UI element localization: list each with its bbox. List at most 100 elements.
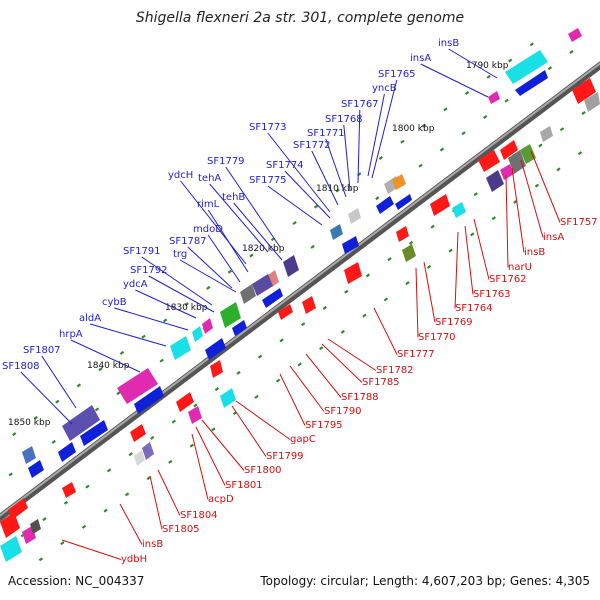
gene-label: SF1790	[324, 406, 362, 417]
gene-block	[0, 536, 22, 562]
tick-mark	[81, 524, 87, 529]
tick-mark	[439, 147, 445, 152]
tick-mark	[408, 240, 414, 245]
tick-mark	[581, 111, 586, 115]
tick-mark	[461, 131, 466, 136]
leader-line	[41, 355, 77, 409]
gene-block	[142, 442, 154, 460]
gene-label: yncB	[372, 83, 397, 94]
gene-label: insA	[543, 232, 564, 243]
tick-mark	[119, 350, 125, 355]
kbp-label: 1820 kbp	[242, 244, 285, 254]
gene-label: SF1762	[489, 274, 527, 285]
reverse-features	[0, 78, 600, 562]
leader-line	[119, 503, 143, 545]
leader-line	[305, 353, 342, 398]
tick-mark	[365, 273, 371, 278]
tick-mark	[421, 123, 427, 128]
tick-mark	[559, 127, 565, 132]
gene-arrow	[515, 70, 548, 96]
gene-arrow	[342, 236, 359, 254]
leader-line	[423, 261, 436, 323]
tick-mark	[310, 244, 315, 249]
tick-mark	[297, 362, 302, 367]
tick-mark	[529, 42, 534, 47]
leader-line	[325, 138, 347, 198]
gene-label: SF1777	[397, 349, 435, 360]
tick-mark	[98, 367, 103, 372]
backbone-highlight	[0, 62, 600, 517]
gene-arrow	[278, 304, 293, 320]
gene-label: SF1787	[169, 236, 207, 247]
gene-label: SF1775	[249, 175, 287, 186]
leader-line	[284, 170, 331, 219]
leader-line	[114, 307, 189, 331]
gene-label: SF1773	[249, 122, 287, 133]
gene-label: narU	[508, 262, 532, 273]
gene-block	[330, 224, 343, 240]
leader-line	[207, 209, 249, 273]
gene-block	[505, 50, 548, 84]
tick-mark	[448, 248, 453, 253]
gene-label: acpD	[208, 494, 234, 505]
tick-mark	[55, 399, 60, 404]
leader-line	[191, 433, 209, 500]
tick-mark	[150, 435, 155, 440]
tick-mark	[470, 232, 475, 237]
gene-block	[500, 164, 514, 180]
gene-arrow	[396, 226, 409, 242]
gene-block	[478, 150, 500, 172]
leader-line	[157, 469, 181, 516]
gene-block	[134, 450, 145, 466]
gene-label: SF1764	[455, 303, 493, 314]
tick-mark	[163, 318, 168, 323]
gene-label: aldA	[79, 313, 101, 324]
gene-label: SF1757	[560, 217, 598, 228]
leader-line	[511, 167, 525, 253]
gene-block	[486, 170, 504, 192]
gene-label: mdoD	[193, 224, 223, 235]
gene-block	[30, 519, 41, 534]
genome-backbone	[0, 61, 600, 522]
leader-line	[454, 231, 459, 309]
leader-line	[415, 267, 419, 338]
tick-mark	[193, 403, 198, 408]
gene-block	[348, 208, 361, 224]
kbp-label: 1800 kbp	[392, 124, 435, 134]
accession-text: Accession: NC_004337	[8, 574, 144, 588]
gene-arrow	[500, 140, 518, 160]
tick-mark	[430, 224, 435, 229]
gene-label: insA	[410, 53, 431, 64]
gene-block	[62, 405, 100, 441]
tick-mark	[254, 394, 259, 399]
gene-label: SF1771	[307, 128, 345, 139]
gene-label: insB	[524, 247, 545, 258]
tick-mark	[426, 264, 432, 269]
gene-label: insB	[438, 38, 459, 49]
gene-label: rimL	[197, 199, 220, 210]
gene-label: SF1772	[293, 140, 331, 151]
gene-arrow	[80, 420, 108, 446]
tick-mark	[319, 346, 324, 351]
tick-mark	[103, 508, 108, 513]
tick-mark	[51, 439, 56, 444]
tick-mark	[400, 139, 405, 144]
kbp-label: 1790 kbp	[466, 61, 509, 71]
gene-block	[0, 512, 20, 538]
gene-label: SF1763	[473, 289, 511, 300]
tick-mark	[569, 50, 574, 54]
gene-label: tehA	[198, 173, 221, 184]
gene-label: SF1800	[244, 465, 282, 476]
tick-mark	[76, 383, 82, 388]
gene-label: cybB	[102, 297, 127, 308]
tick-mark	[547, 66, 553, 71]
gene-arrow	[232, 320, 247, 336]
gene-block	[220, 302, 241, 328]
tick-mark	[168, 459, 173, 464]
gene-block	[220, 388, 236, 408]
gene-block	[540, 126, 553, 142]
gene-label: SF1807	[23, 345, 61, 356]
tick-mark	[301, 322, 306, 327]
tick-mark	[116, 391, 121, 396]
